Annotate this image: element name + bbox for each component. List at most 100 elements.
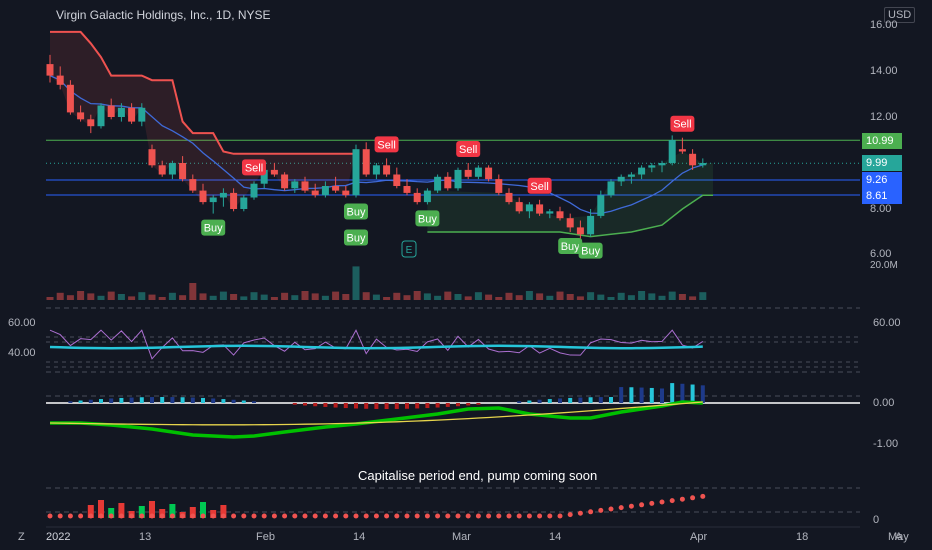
currency-button[interactable]: USD — [884, 7, 916, 23]
candle-body — [423, 190, 431, 203]
price-tag-level-1: 9.26 — [862, 172, 902, 188]
bottom-pane-dot — [659, 499, 665, 505]
earnings-letter: E — [406, 245, 413, 256]
bottom-pane-dot — [384, 513, 390, 519]
candle-body — [668, 140, 676, 163]
candle-body — [270, 169, 278, 175]
candle-body — [148, 149, 156, 166]
candle-body — [627, 174, 635, 177]
signal-badge — [415, 210, 440, 227]
volume-scale-label: 20.0M — [870, 260, 898, 271]
osc-histogram-bar — [364, 403, 369, 409]
volume-bar — [536, 293, 544, 300]
volume-bar — [566, 294, 574, 300]
bottom-pane-dot — [322, 513, 328, 519]
candle-body — [250, 183, 258, 198]
candle-body — [383, 165, 391, 175]
candle-body — [372, 165, 380, 175]
bottom-pane-dot — [649, 500, 655, 506]
candle-body — [413, 192, 421, 203]
price-tag-resistance: 10.99 — [862, 133, 902, 149]
candle-body — [658, 163, 666, 166]
volume-bar — [648, 293, 656, 300]
candle-body — [240, 197, 248, 209]
candle-body — [648, 165, 656, 168]
osc-histogram-bar — [598, 397, 603, 403]
bottom-pane-bar — [98, 500, 104, 518]
volume-bar — [128, 296, 136, 300]
bottom-pane-dot — [251, 513, 257, 519]
bottom-pane-dot — [628, 503, 634, 509]
candle-body — [219, 192, 227, 198]
candle-body — [505, 192, 513, 203]
volume-bar — [597, 294, 605, 300]
bottom-pane-dot — [567, 512, 573, 518]
volume-bar — [219, 291, 227, 300]
volume-bar — [699, 292, 707, 300]
sell-signal-label: Sell — [673, 119, 691, 131]
bottom-pane-bar — [108, 508, 115, 518]
volume-bar — [495, 297, 503, 300]
bottom-pane-dot — [108, 513, 114, 519]
bottom-pane-dot — [547, 513, 553, 519]
candle-body — [495, 179, 503, 193]
osc-histogram-bar — [588, 397, 593, 403]
osc-histogram-bar — [292, 403, 297, 405]
candle-body — [444, 176, 452, 189]
bottom-pane-dot — [271, 513, 277, 519]
volume-bar — [556, 291, 564, 300]
volume-bar — [474, 292, 482, 300]
bottom-pane-dot — [598, 507, 604, 513]
corner-label-left[interactable]: Z — [18, 531, 25, 543]
bottom-pane-dot — [353, 513, 359, 519]
corner-label-right[interactable]: A — [895, 531, 903, 543]
bottom-pane-dot — [98, 513, 104, 519]
volume-bar — [525, 291, 533, 300]
osc-histogram-bar — [211, 398, 216, 403]
bottom-pane-dot — [496, 513, 502, 519]
osc-histogram-bar — [649, 387, 654, 403]
candle-body — [179, 163, 187, 180]
chart-title: Virgin Galactic Holdings, Inc., 1D, NYSE — [56, 8, 271, 22]
bottom-pane-dot — [180, 513, 186, 519]
candle-body — [342, 190, 350, 196]
candle-body — [260, 169, 268, 184]
bottom-pane-dot — [475, 513, 481, 519]
volume-bar — [689, 296, 697, 300]
osc-histogram-bar — [231, 399, 236, 403]
volume-bar — [627, 295, 635, 300]
stop-band-down — [50, 31, 356, 210]
osc-histogram-bar — [456, 403, 460, 407]
osc-histogram-bar — [88, 399, 93, 403]
candle-body — [678, 149, 686, 152]
osc-histogram-bar — [343, 403, 348, 409]
candle-body — [332, 186, 340, 191]
time-tick-label: 2022 — [46, 531, 71, 543]
candle-body — [546, 211, 554, 214]
volume-bar — [168, 292, 176, 300]
bottom-pane-dot — [577, 510, 583, 516]
volume-bar — [56, 292, 64, 300]
volume-bar — [281, 292, 289, 300]
bottom-pane-dot — [700, 493, 706, 499]
osc-histogram-bar — [394, 403, 399, 409]
volume-bar — [260, 294, 268, 300]
osc-histogram-bar — [139, 397, 144, 403]
bottom-pane-dot — [608, 506, 614, 512]
bottom-pane-dot — [639, 502, 645, 508]
volume-bar — [587, 292, 595, 300]
osc-histogram-bar — [537, 399, 542, 403]
osc-histogram-bar — [445, 403, 450, 407]
osc-histogram-bar — [619, 387, 624, 403]
bottom-pane-dot — [506, 513, 512, 519]
candle-body — [291, 181, 299, 189]
buy-signal-label: Buy — [204, 223, 223, 235]
candle-body — [321, 186, 329, 196]
volume-bar — [464, 296, 472, 300]
bottom-pane-dot — [394, 513, 400, 519]
bottom-pane-bar — [138, 506, 145, 518]
volume-bar — [668, 291, 676, 300]
osc-histogram-bar — [221, 399, 226, 403]
bottom-pane-dot — [169, 513, 175, 519]
